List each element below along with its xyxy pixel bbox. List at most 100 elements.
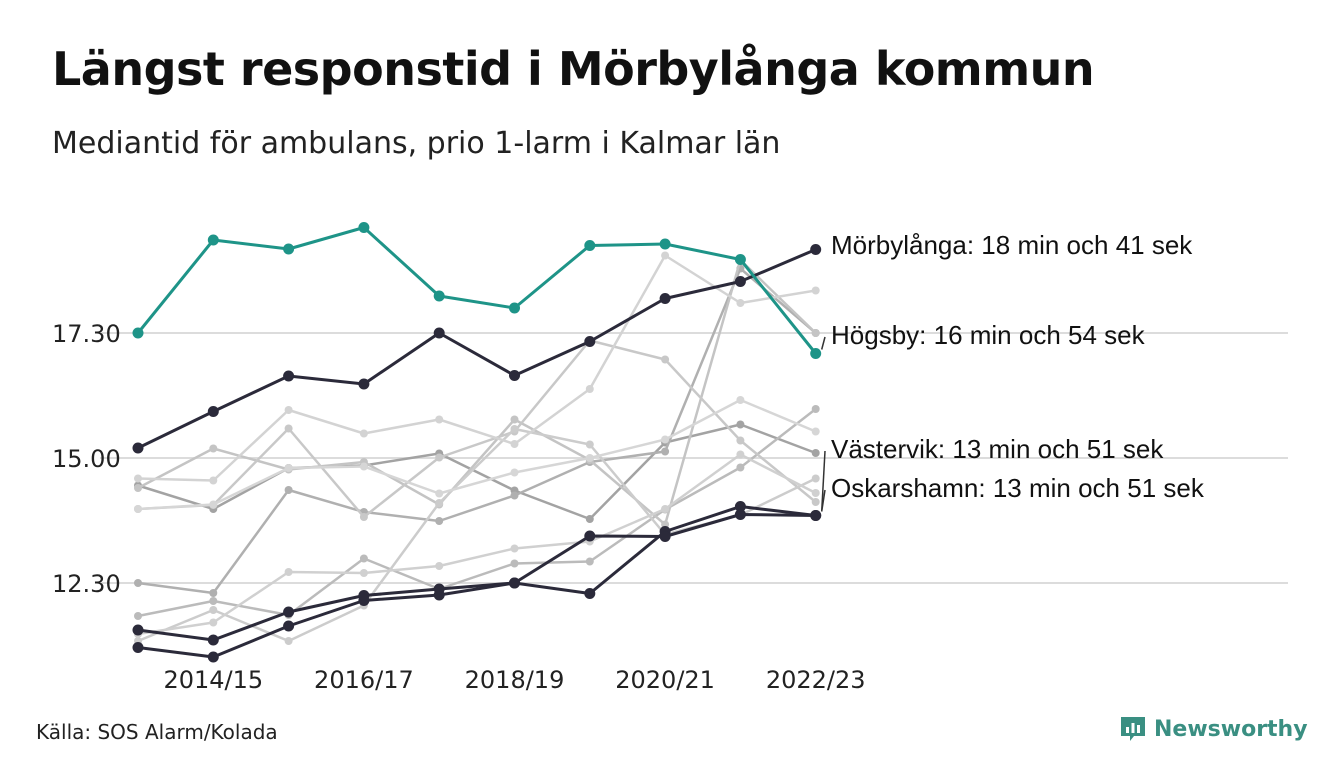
highlighted-series-layer [132,222,822,663]
background-series-point [661,505,670,513]
background-series-point [510,440,519,448]
background-series-point [811,329,820,337]
label-h-gsby: Högsby: 16 min och 54 sek [831,320,1146,350]
series-m-rbyl-nga-point [509,370,520,381]
y-tick-label: 12.30 [52,570,121,598]
background-series-line [137,258,817,526]
background-series-point [661,435,670,444]
series-h-gsby-line [136,226,817,355]
background-series-point [284,406,293,414]
background-series-point [510,491,519,500]
grid-layer [100,332,1288,584]
series-h-gsby-point [734,254,746,265]
background-series-point [284,637,293,645]
background-series-point [435,489,444,498]
page-subtitle: Mediantid för ambulans, prio 1-larm i Ka… [52,126,781,161]
y-tick-label: 17.30 [52,320,121,348]
series-m-rbyl-nga-point [734,276,746,287]
background-series-point [585,454,594,462]
source-note: Källa: SOS Alarm/Kolada [36,720,278,744]
series-oskarshamn-point [584,530,596,542]
series-v-stervik-point [207,651,219,663]
label-v-stervik: Västervik: 13 min och 51 sek [831,434,1164,464]
brand-logo[interactable]: Newsworthy [1118,714,1308,744]
background-series-point [359,513,368,521]
axis-layer: 12.30 15.00 17.30 2014/15 2016/17 2018/19 2020… [52,320,866,694]
label-m-rbyl-nga: Mörbylånga: 18 min och 41 sek [831,230,1193,260]
background-series-point [209,597,218,605]
background-series-point [134,505,142,513]
label-oskarshamn-leader [820,489,826,512]
label-v-stervik-leader [820,450,826,512]
series-label-layer: Mörbylånga: 18 min och 41 sek Högsby: 16 … [820,230,1205,512]
background-series-point [284,464,293,472]
y-tick-label: 15.00 [52,445,121,473]
background-series-point [359,569,368,577]
background-series-point [284,424,293,433]
series-h-gsby-point [659,238,671,250]
background-series-point [510,415,519,424]
series-m-rbyl-nga-point [433,327,445,339]
background-series-line [137,453,817,636]
background-series-point [284,486,293,494]
background-series-point [510,425,519,433]
background-series-point [661,355,670,364]
x-tick-label: 2016/17 [314,666,414,694]
series-h-gsby-point [207,234,219,246]
background-series-line [137,408,817,618]
series-h-gsby-point [433,290,445,302]
background-series-point [811,474,820,483]
label-oskarshamn: Oskarshamn: 13 min och 51 sek [831,473,1205,503]
background-series-line [137,339,817,519]
series-m-rbyl-nga-point [358,378,370,390]
series-oskarshamn-point [659,531,671,542]
background-series-point [435,453,444,462]
background-series-point [585,385,594,393]
background-series-point [661,447,670,456]
background-series-point [209,618,218,627]
background-series-point [134,474,142,483]
background-series-point [585,440,594,449]
series-m-rbyl-nga-point [659,293,671,304]
background-series-point [359,554,368,563]
background-series-point [510,559,519,568]
series-oskarshamn-line [137,513,816,642]
series-oskarshamn-point [207,634,219,646]
series-oskarshamn-point [358,590,370,601]
background-series-point [209,500,218,509]
x-tick-label: 2020/21 [615,666,715,694]
series-oskarshamn-point [433,583,445,595]
background-series-point [661,251,670,260]
background-series-point [811,489,820,497]
background-series-point [134,612,142,620]
background-series-point [736,463,745,472]
background-series-point [435,517,444,525]
background-series-point [209,589,218,597]
background-series-point [811,286,820,295]
series-v-stervik-point [584,588,596,599]
background-series-point [510,544,519,553]
series-h-gsby-point [283,243,295,255]
background-series-point [359,462,368,471]
series-h-gsby-point [358,222,370,233]
series-v-stervik-point [132,642,144,653]
background-series-point [736,396,745,404]
background-series-line [137,254,816,482]
background-series-point [359,429,368,438]
series-m-rbyl-nga-point [810,244,822,255]
background-series-point [585,557,594,566]
brand-name: Newsworthy [1154,716,1308,742]
background-series-point [435,499,444,507]
x-tick-label: 2018/19 [465,666,565,694]
background-series-point [585,515,594,523]
series-h-gsby-point [810,348,822,359]
newsworthy-logo-icon [1121,717,1145,741]
x-tick-label: 2022/23 [766,666,866,694]
series-oskarshamn-point [509,577,520,589]
series-oskarshamn-point [734,509,746,520]
series-h-gsby-point [584,240,596,251]
background-series-point [811,427,820,436]
background-series-line [137,267,817,595]
background-series-point [134,579,142,587]
